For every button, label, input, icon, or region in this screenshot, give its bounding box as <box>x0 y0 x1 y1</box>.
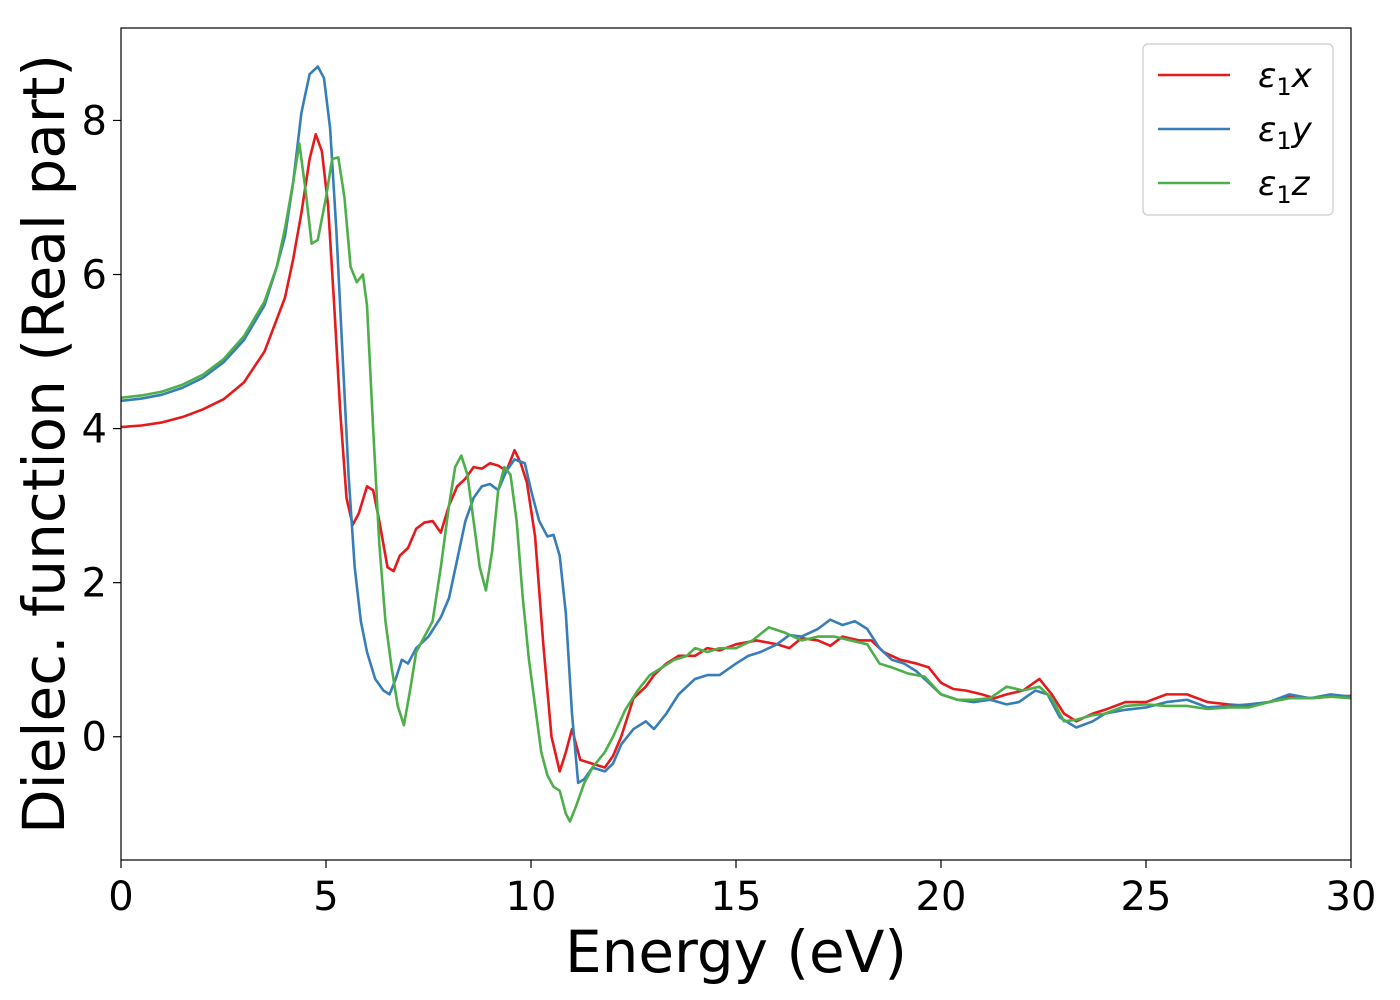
y-tick-label: 4 <box>82 407 107 453</box>
x-tick-label: 20 <box>916 874 967 920</box>
x-tick-label: 10 <box>506 874 557 920</box>
x-tick-label: 30 <box>1326 874 1377 920</box>
legend-label-x: ε1x <box>1258 56 1313 101</box>
y-tick-label: 8 <box>82 98 107 144</box>
legend-label-y: ε1y <box>1258 110 1313 155</box>
x-tick-label: 25 <box>1121 874 1172 920</box>
x-tick-label: 15 <box>711 874 762 920</box>
y-tick-label: 0 <box>82 715 107 761</box>
series-layer <box>121 65 1351 823</box>
x-tick-label: 5 <box>313 874 338 920</box>
y-axis-label: Dielec. function (Real part) <box>10 54 78 834</box>
series-line-z <box>121 142 1351 823</box>
y-tick-label: 6 <box>82 253 107 299</box>
series-line-y <box>121 65 1351 785</box>
x-axis-ticks: 0 5 10 15 20 25 30 <box>108 860 1376 920</box>
y-tick-label: 2 <box>82 561 107 607</box>
x-axis-label: Energy (eV) <box>565 918 907 986</box>
y-axis-ticks: 0 2 4 6 8 <box>82 98 121 761</box>
x-tick-label: 0 <box>108 874 133 920</box>
legend: ε1x ε1y ε1z <box>1142 43 1334 216</box>
series-line-x <box>121 133 1351 773</box>
legend-box <box>1142 43 1334 216</box>
legend-label-z: ε1z <box>1258 164 1311 209</box>
